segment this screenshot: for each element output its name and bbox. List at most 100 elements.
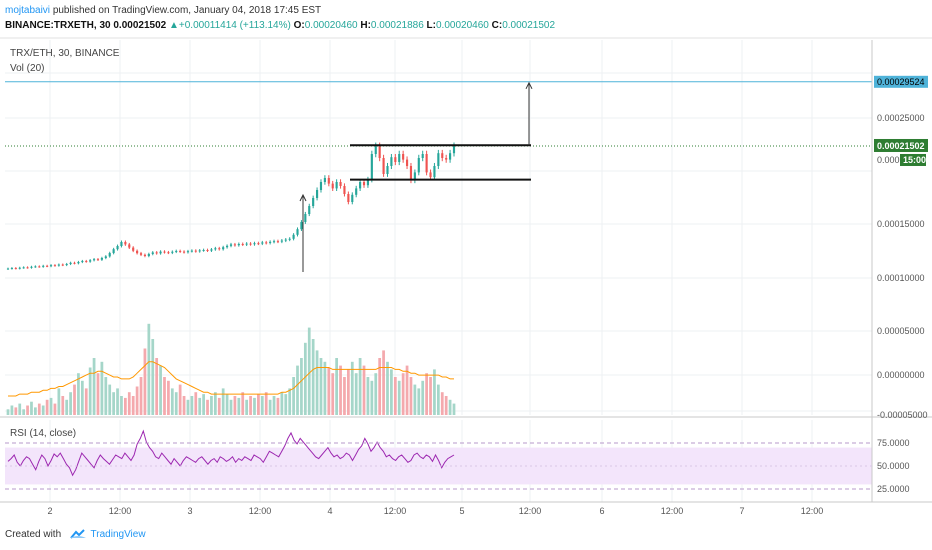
candle bbox=[53, 265, 57, 267]
volume-bar bbox=[139, 377, 143, 415]
candle bbox=[210, 249, 213, 251]
volume-bar bbox=[6, 409, 10, 415]
candle bbox=[347, 194, 350, 202]
volume-bar bbox=[268, 399, 272, 415]
time-tick-label: 12:00 bbox=[109, 506, 132, 516]
change-up-icon: ▲ bbox=[168, 20, 179, 31]
candle bbox=[136, 250, 139, 254]
candle bbox=[132, 247, 135, 251]
candle bbox=[362, 182, 366, 186]
candle bbox=[300, 222, 303, 230]
volume-bar bbox=[198, 397, 202, 415]
volume-bar bbox=[425, 373, 428, 415]
volume-bar bbox=[10, 405, 14, 415]
candle bbox=[159, 251, 162, 254]
price-tick-label: 0.000 bbox=[877, 155, 900, 165]
candle bbox=[272, 241, 276, 243]
volume-bar bbox=[206, 399, 209, 415]
volume-bar bbox=[22, 409, 26, 415]
volume-bar bbox=[57, 388, 61, 415]
rsi-legend[interactable]: RSI (14, close) bbox=[10, 428, 76, 439]
candle bbox=[34, 266, 37, 268]
low-label: L: bbox=[426, 20, 436, 31]
candle bbox=[104, 256, 107, 258]
volume-bar bbox=[397, 380, 401, 415]
candle bbox=[452, 146, 456, 154]
volume-bar bbox=[433, 369, 436, 415]
candle bbox=[292, 234, 295, 239]
volume-bar bbox=[323, 361, 327, 415]
volume-bar bbox=[350, 361, 354, 415]
time-tick-label: 7 bbox=[739, 506, 744, 516]
volume-bar bbox=[409, 377, 413, 415]
volume-bar bbox=[217, 397, 221, 415]
candle bbox=[167, 252, 170, 254]
candle bbox=[57, 264, 60, 266]
candle bbox=[214, 248, 217, 250]
volume-bar bbox=[61, 396, 65, 415]
candle bbox=[120, 242, 123, 246]
candle bbox=[147, 254, 150, 256]
volume-bar bbox=[69, 392, 72, 415]
candle bbox=[6, 268, 10, 270]
volume-bar bbox=[405, 365, 409, 415]
candle bbox=[335, 182, 338, 189]
candle bbox=[233, 244, 236, 246]
volume-bar bbox=[131, 396, 135, 415]
candle bbox=[257, 243, 260, 245]
volume-legend[interactable]: Vol (20) bbox=[10, 63, 44, 74]
volume-bar bbox=[300, 358, 303, 415]
published-text: published on TradingView.com, January 04… bbox=[52, 5, 322, 16]
countdown-badge-label: 15:00 bbox=[903, 155, 926, 165]
symbol-line[interactable]: BINANCE:TRXETH, 30 bbox=[5, 20, 111, 31]
volume-bar bbox=[202, 394, 205, 415]
candle bbox=[100, 258, 103, 260]
candle bbox=[46, 265, 49, 267]
volume-bar bbox=[178, 384, 182, 415]
candle bbox=[229, 244, 233, 246]
volume-bar bbox=[264, 392, 268, 415]
volume-bar bbox=[41, 405, 45, 415]
volume-bar bbox=[104, 377, 108, 415]
volume-bar bbox=[30, 401, 33, 415]
rsi-axis[interactable]: 75.0000 50.0000 25.0000 bbox=[877, 438, 910, 494]
price-tick-label: -0.00005000 bbox=[877, 410, 928, 420]
candle bbox=[49, 265, 53, 267]
tradingview-brand[interactable]: TradingView bbox=[90, 529, 146, 540]
author-link[interactable]: mojtabaivi bbox=[5, 5, 51, 16]
time-tick-label: 12:00 bbox=[801, 506, 824, 516]
volume-bar bbox=[401, 373, 405, 415]
candle bbox=[390, 157, 393, 166]
volume-bar bbox=[174, 392, 178, 415]
last-price-badge-label: 0.00021502 bbox=[877, 141, 925, 151]
candle bbox=[417, 158, 420, 173]
candle bbox=[65, 264, 68, 266]
candle bbox=[139, 253, 143, 255]
candle bbox=[186, 251, 190, 253]
target-price-badge bbox=[874, 75, 928, 88]
candle bbox=[61, 264, 64, 266]
volume-bar bbox=[80, 380, 84, 415]
candle bbox=[26, 267, 29, 269]
volume-bar bbox=[448, 399, 452, 415]
main-legend[interactable]: TRX/ETH, 30, BINANCE bbox=[10, 48, 120, 59]
volume-bar bbox=[413, 384, 417, 415]
volume-bar bbox=[315, 350, 319, 415]
candle bbox=[30, 266, 33, 268]
candle bbox=[241, 244, 244, 245]
volume-bar bbox=[213, 392, 217, 415]
volume-bar bbox=[210, 396, 213, 415]
volume-bar bbox=[84, 388, 88, 415]
arrowhead-left-icon bbox=[299, 193, 307, 202]
last-price-badge bbox=[874, 138, 928, 152]
time-axis[interactable]: 2 12:00 3 12:00 4 12:00 5 12:00 6 12:00 7 12:00 bbox=[47, 506, 823, 516]
volume-bar bbox=[143, 348, 147, 415]
candle bbox=[175, 250, 178, 252]
price-axis[interactable]: 0.00025000 0.00015000 0.00010000 0.00005000… bbox=[874, 75, 928, 420]
candle bbox=[429, 172, 432, 178]
candle bbox=[315, 190, 319, 198]
rsi-tick-label: 75.0000 bbox=[877, 438, 910, 448]
volume-bar bbox=[229, 399, 233, 415]
arrowhead-right-icon bbox=[525, 81, 533, 90]
